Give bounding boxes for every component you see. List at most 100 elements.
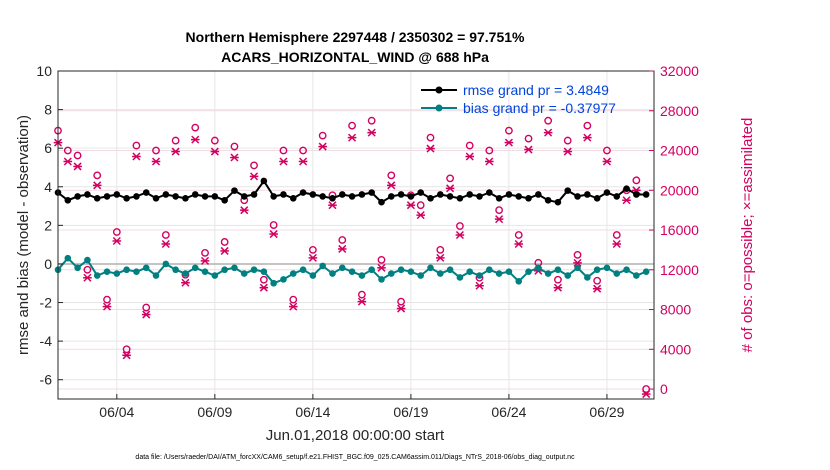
bias-series-point (633, 272, 640, 279)
bias-series-point (437, 270, 444, 277)
obs-assimilated-point (92, 181, 102, 190)
obs-possible-point (279, 146, 288, 155)
x-tick-label: 06/04 (99, 404, 134, 420)
obs-possible-point (289, 295, 298, 304)
rmse-series-point (103, 193, 111, 200)
rmse-series-point (456, 195, 464, 202)
obs-possible-point (514, 231, 523, 239)
obs-possible-point (93, 171, 102, 180)
rmse-series-point (584, 191, 591, 198)
rmse-series-point (348, 193, 356, 200)
obs-possible-point (250, 161, 258, 170)
bias-series-point (427, 264, 434, 272)
obs-assimilated-point (377, 263, 386, 272)
obs-possible-point (387, 171, 396, 180)
y-right-tick-label: 24000 (660, 143, 699, 159)
bias-series-point (456, 274, 464, 281)
obs-assimilated-point (396, 304, 406, 313)
obs-possible-point (554, 275, 562, 284)
obs-possible-point (348, 121, 356, 130)
obs-assimilated-point (210, 147, 220, 156)
rmse-series-point (437, 191, 444, 198)
rmse-series-point (191, 191, 199, 198)
y-right-tick-label: 20000 (660, 182, 699, 198)
bias-series-point (466, 268, 474, 275)
obs-possible-point (583, 121, 592, 130)
bias-series-point (93, 272, 101, 279)
rmse-series-point (182, 195, 189, 202)
y-tick-label: 6 (44, 140, 52, 156)
bias-series-point (368, 266, 375, 274)
bias-series-point (309, 272, 317, 279)
obs-assimilated-point (357, 297, 367, 306)
bias-series-point (486, 266, 493, 274)
obs-assimilated-point (190, 135, 200, 144)
bias-series-point (250, 266, 258, 274)
obs-possible-point (142, 303, 151, 312)
rmse-series-point (554, 198, 562, 206)
rmse-series-point (613, 193, 621, 200)
obs-possible-point (593, 276, 602, 285)
bias-series-point (162, 260, 170, 268)
bias-series-point (358, 272, 366, 279)
obs-assimilated-point (386, 181, 396, 190)
plot-frame (57, 70, 655, 400)
obs-possible-point (524, 134, 533, 143)
x-tick-label: 06/24 (491, 404, 526, 420)
rmse-series-point (368, 189, 375, 196)
obs-assimilated-point (288, 302, 298, 311)
obs-assimilated-point (112, 236, 122, 246)
bias-series-point (74, 264, 81, 272)
obs-possible-point (308, 246, 317, 254)
obs-assimilated-point (426, 144, 435, 153)
bias-series-point (211, 272, 219, 279)
rmse-series-point (397, 191, 405, 198)
obs-possible-point (122, 345, 131, 354)
y-right-tick-label: 28000 (660, 103, 699, 119)
obs-possible-point (456, 222, 464, 230)
obs-possible-point (318, 131, 327, 140)
y-right-tick-label: 12000 (660, 262, 699, 278)
obs-assimilated-point (73, 162, 82, 171)
rmse-series-point (446, 193, 454, 200)
obs-assimilated-series (53, 128, 651, 399)
obs-possible-point (603, 146, 611, 155)
y-tick-label: -2 (40, 295, 53, 311)
obs-possible-point (505, 126, 513, 135)
obs-assimilated-point (328, 201, 337, 210)
y-right-axis-ticks: 0 4000 8000 12000 16000 20000 24000 28000 32000 (649, 63, 699, 397)
bias-series-point (446, 266, 454, 274)
rmse-series-point (633, 191, 640, 198)
plot-area (58, 71, 654, 399)
rmse-series-point (623, 185, 630, 192)
obs-assimilated-point (181, 278, 190, 287)
bias-series-point (280, 276, 287, 283)
rmse-series-point (486, 189, 493, 196)
bias-series-point (201, 268, 209, 275)
obs-possible-point (612, 231, 621, 239)
y-tick-label: 0 (44, 256, 52, 272)
rmse-series-point (329, 195, 336, 202)
rmse-series (54, 177, 650, 206)
bias-series-point (270, 279, 277, 287)
bias-series-point (172, 266, 179, 274)
obs-assimilated-point (583, 133, 592, 142)
obs-assimilated-point (445, 184, 455, 193)
obs-possible-point (132, 141, 141, 150)
rmse-series-point (642, 191, 650, 198)
bias-series-point (329, 270, 336, 277)
obs-possible-point (632, 176, 641, 185)
obs-assimilated-point (622, 196, 631, 205)
obs-possible-point (573, 250, 582, 259)
rmse-series-point (123, 195, 130, 202)
bias-series-point (260, 268, 268, 275)
bias-series-point (387, 270, 395, 277)
obs-assimilated-point (141, 310, 151, 319)
obs-possible-point (230, 142, 239, 151)
bias-series-point (152, 272, 160, 279)
obs-possible-point (201, 248, 209, 257)
obs-possible-point (397, 297, 405, 306)
rmse-series-point (270, 193, 277, 200)
rmse-series-point (172, 193, 179, 200)
bias-series-point (525, 268, 532, 275)
